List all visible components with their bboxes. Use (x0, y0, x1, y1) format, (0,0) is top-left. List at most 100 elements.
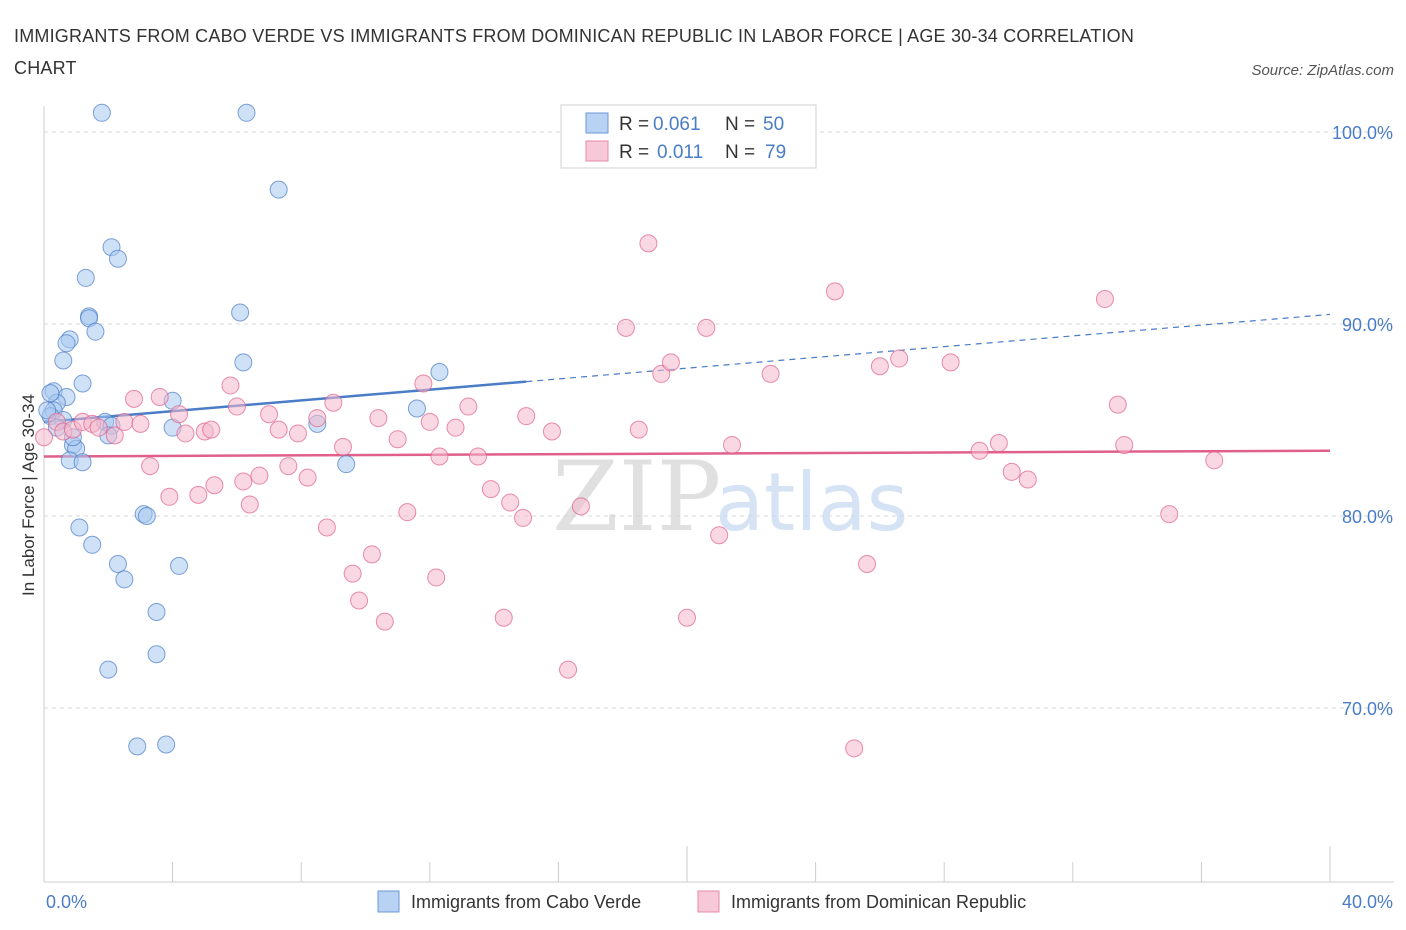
point-1-40 (398, 503, 417, 522)
point-1-14 (170, 405, 189, 424)
point-0-36 (70, 518, 89, 537)
point-1-10 (131, 414, 150, 433)
source-label: Source: ZipAtlas.com (1251, 62, 1394, 79)
axes (43, 106, 1394, 883)
point-1-66 (825, 282, 844, 301)
point-0-4 (108, 249, 127, 268)
point-1-71 (941, 353, 960, 372)
point-1-39 (388, 430, 407, 449)
point-1-44 (430, 447, 449, 466)
point-0-45 (157, 735, 176, 754)
legend-r-value-2: 0.011 (657, 142, 703, 163)
point-0-21 (407, 399, 426, 418)
point-1-45 (446, 418, 465, 437)
y-tick-label-3: 70.0% (1342, 699, 1393, 719)
point-1-53 (542, 422, 561, 441)
point-1-32 (324, 393, 343, 412)
trend-line-cabo-verde (43, 380, 527, 424)
point-0-44 (128, 737, 147, 756)
point-1-21 (227, 397, 246, 416)
bottom-legend-label-1: Immigrants from Cabo Verde (411, 892, 641, 912)
point-1-52 (517, 407, 536, 426)
point-1-69 (870, 357, 889, 376)
point-0-33 (337, 455, 356, 474)
point-1-79 (1160, 505, 1179, 524)
chart-title: IMMIGRANTS FROM CABO VERDE VS IMMIGRANTS… (14, 26, 1135, 78)
point-1-25 (260, 405, 279, 424)
point-1-18 (202, 420, 221, 439)
series-cabo-verde (38, 103, 449, 756)
point-1-59 (652, 364, 671, 383)
point-1-50 (501, 493, 520, 512)
point-1-68 (858, 555, 877, 573)
legend-r-value-1: 0.061 (653, 114, 701, 135)
y-axis-label: In Labor Force | Age 30-34 (19, 394, 38, 596)
point-1-67 (845, 739, 864, 758)
point-1-0 (35, 428, 53, 447)
point-1-43 (427, 568, 446, 587)
x-tick-label-left: 0.0% (46, 892, 87, 912)
point-0-38 (108, 555, 127, 573)
point-0-11 (57, 334, 76, 353)
point-0-43 (99, 660, 118, 679)
point-1-15 (176, 424, 195, 443)
point-1-38 (375, 612, 394, 631)
legend-box: R = 0.061 N = 50 R = 0.011 N = 79 (560, 104, 817, 169)
point-0-46 (38, 401, 57, 420)
data-points (35, 103, 1224, 758)
point-1-72 (970, 441, 989, 460)
legend-n-value-2: 79 (765, 142, 786, 163)
legend-swatch-blue (585, 112, 609, 134)
bottom-legend-swatch-blue (377, 890, 400, 913)
point-1-24 (250, 466, 269, 485)
point-0-37 (83, 535, 102, 554)
gridlines (44, 131, 1394, 709)
y-tick-label-0: 100.0% (1332, 123, 1393, 143)
point-0-13 (234, 353, 253, 372)
point-0-14 (430, 363, 449, 381)
point-1-65 (761, 364, 780, 383)
point-1-56 (616, 318, 635, 337)
point-1-34 (343, 564, 362, 583)
point-0-42 (147, 645, 166, 664)
point-1-42 (420, 412, 439, 431)
point-0-41 (147, 603, 166, 621)
point-1-20 (221, 376, 240, 395)
point-1-61 (678, 608, 696, 627)
point-1-22 (234, 472, 253, 491)
point-0-32 (73, 453, 92, 472)
y-tick-label-1: 90.0% (1342, 315, 1393, 335)
legend-r-label-2: R = (619, 142, 649, 163)
point-1-55 (571, 497, 590, 516)
point-1-80 (1205, 451, 1224, 470)
point-1-75 (1018, 470, 1037, 489)
point-1-62 (697, 318, 716, 337)
trend-line-dominican-republic (43, 449, 1331, 458)
point-0-5 (76, 268, 95, 287)
point-1-11 (141, 457, 160, 476)
point-1-51 (514, 508, 533, 527)
point-1-16 (189, 485, 208, 504)
bottom-legend-label-2: Immigrants from Dominican Republic (731, 892, 1026, 912)
point-1-73 (989, 434, 1008, 453)
point-1-47 (469, 447, 488, 466)
point-1-28 (288, 424, 307, 443)
point-1-41 (414, 374, 433, 393)
point-1-48 (481, 480, 500, 499)
point-1-78 (1115, 435, 1134, 454)
point-0-1 (237, 103, 256, 122)
point-0-12 (54, 351, 73, 370)
point-1-58 (639, 234, 658, 253)
point-0-39 (115, 570, 134, 589)
point-1-60 (661, 353, 680, 372)
legend-n-label-1: N = (725, 114, 755, 135)
point-1-63 (710, 526, 729, 545)
point-1-37 (369, 409, 388, 428)
legend-n-value-1: 50 (763, 114, 784, 135)
point-0-6 (231, 303, 250, 322)
point-0-47 (41, 384, 60, 403)
point-1-57 (629, 420, 648, 439)
point-1-76 (1095, 290, 1114, 309)
series-dominican-republic (35, 234, 1224, 758)
